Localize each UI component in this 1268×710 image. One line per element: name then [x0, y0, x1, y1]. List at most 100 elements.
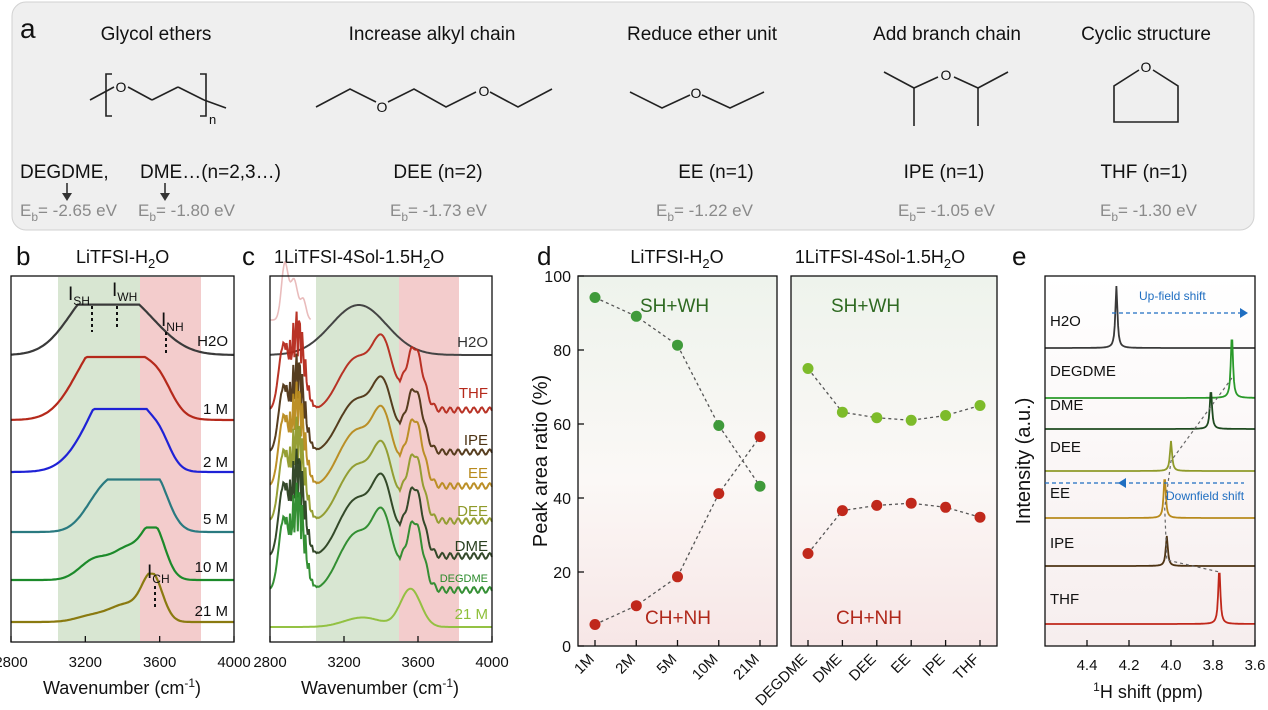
- name-dme: DME…(n=2,3…): [140, 162, 281, 183]
- label-thf: THF: [459, 385, 488, 402]
- tick-label: 4.4: [1077, 657, 1098, 674]
- thf-oxygen: O: [1141, 59, 1152, 75]
- trace-ipe: [1045, 535, 1255, 567]
- label-dme: DME: [455, 538, 488, 555]
- trace-2m: [11, 407, 234, 474]
- panel-d-title-right: 1LiTFSI-4Sol-1.5H2O: [795, 247, 965, 271]
- panel-d-right-frame: [790, 275, 998, 647]
- label-thf: THF: [1050, 591, 1079, 608]
- glycol-ether-structure: [89, 73, 227, 117]
- data-point: [589, 619, 601, 630]
- panel-b-xlabel: Wavenumber (cm-1): [43, 676, 201, 698]
- panel-b: b LiTFSI-H2O H2O 1 M 2 M 5 M 10 M 21 M 2800 32…: [0, 241, 251, 698]
- data-point: [871, 412, 883, 424]
- downfield-shift-arrowhead: [1118, 478, 1126, 488]
- panel-e-x-ticks: 4.4 4.2 4.0 3.8 3.6: [1077, 640, 1266, 674]
- label-ipe: IPE: [464, 432, 488, 449]
- panel-c-xlabel: Wavenumber (cm-1): [301, 676, 459, 698]
- panel-a: a Glycol ethers Increase alkyl chain Red…: [11, 1, 1255, 231]
- ipe-oxygen: O: [941, 67, 952, 83]
- tick-label: 3.6: [1245, 657, 1266, 674]
- header-glycol-ethers: Glycol ethers: [101, 24, 212, 45]
- data-point: [974, 400, 986, 411]
- tick-label: 3600: [401, 654, 434, 671]
- x-tick-label: DME: [810, 651, 846, 687]
- y-tick-label: 20: [553, 565, 571, 582]
- panel-c-x-ticks: 2800 3200 3600 4000: [253, 636, 509, 671]
- label-2m: 2 M: [203, 454, 228, 471]
- name-dee: DEE (n=2): [393, 162, 482, 183]
- panel-e-frame: [1044, 275, 1256, 647]
- data-point: [754, 480, 766, 492]
- trace-ee: [269, 381, 493, 491]
- trace-h2o: [10, 303, 234, 356]
- trace-dee: [269, 416, 493, 526]
- tick-label: 3200: [327, 654, 360, 671]
- x-tick-label: 1M: [571, 651, 598, 678]
- label-degdme: DEGDME: [1050, 363, 1116, 380]
- panel-b-letter: b: [16, 241, 30, 271]
- label-ch-nh-left: CH+NH: [645, 608, 711, 629]
- trace-dme: [269, 448, 493, 561]
- glycol-oxygen-label: O: [116, 79, 127, 95]
- trace-ch-overlay: [270, 260, 312, 321]
- trace-ipe: [269, 353, 493, 456]
- up-field-shift-label: Up-field shift: [1139, 289, 1206, 303]
- tick-label: 3.8: [1203, 657, 1224, 674]
- name-thf: THF (n=1): [1100, 162, 1187, 183]
- ee-oxygen: O: [691, 85, 702, 101]
- header-add-branch-chain: Add branch chain: [873, 24, 1021, 45]
- trace-dme: [1045, 392, 1255, 430]
- name-ipe: IPE (n=1): [904, 162, 985, 183]
- panel-d-left-frame: [577, 275, 778, 647]
- name-ee: EE (n=1): [678, 162, 754, 183]
- label-5m: 5 M: [203, 511, 228, 528]
- trace-10m: [11, 526, 234, 582]
- panel-a-background: [11, 1, 1255, 231]
- trace-5m: [11, 478, 234, 534]
- panel-d-right-background: [791, 276, 997, 646]
- trace-21m: [270, 587, 492, 628]
- label-ee: EE: [468, 465, 488, 482]
- tick-label: 4000: [217, 654, 250, 671]
- x-tick-label: DEE: [846, 651, 880, 685]
- data-point: [802, 548, 814, 559]
- trace-21m: [11, 572, 234, 624]
- trace-h2o: [270, 304, 492, 356]
- y-tick-label: 80: [553, 343, 571, 360]
- data-point: [940, 501, 952, 513]
- label-ch-nh-right: CH+NH: [836, 608, 902, 629]
- degdme-arrow-head: [62, 193, 72, 201]
- panel-c-title: 1LiTFSI-4Sol-1.5H2O: [274, 247, 444, 271]
- tick-label: 4.2: [1119, 657, 1140, 674]
- label-degdme: DEGDME: [440, 573, 488, 585]
- name-degdme: DEGDME,: [20, 162, 109, 183]
- panel-b-traces: H2O 1 M 2 M 5 M 10 M 21 M: [10, 303, 234, 624]
- x-tick-label: 10M: [689, 651, 722, 684]
- trace-degdme: [1045, 339, 1255, 399]
- trace-thf: [1045, 572, 1255, 625]
- thf-structure: [1113, 69, 1179, 123]
- tick-label: 4.0: [1161, 657, 1182, 674]
- trace-1m: [10, 355, 234, 422]
- y-tick-label: 100: [544, 269, 571, 286]
- shift-guide: [1164, 377, 1233, 573]
- trace-thf: [269, 311, 493, 414]
- data-point: [754, 431, 766, 443]
- series-line: [594, 436, 761, 626]
- data-point: [836, 505, 848, 517]
- label-sh-wh-right: SH+WH: [831, 296, 900, 317]
- label-ipe: IPE: [1050, 535, 1074, 552]
- tick-label: 3600: [143, 654, 176, 671]
- dme-arrow-head: [160, 193, 170, 201]
- series-line: [594, 296, 761, 487]
- tick-label: 2800: [0, 654, 28, 671]
- panel-c: c 1LiTFSI-4Sol-1.5H2O H2O THF IPE EE DEE DME D…: [242, 241, 509, 698]
- eb-degdme: Eb= -2.65 eV: [20, 201, 118, 224]
- label-21m: 21 M: [195, 603, 228, 620]
- header-increase-alkyl-chain: Increase alkyl chain: [349, 24, 516, 45]
- eb-ee: Eb= -1.22 eV: [656, 201, 754, 224]
- panel-e-letter: e: [1012, 241, 1026, 271]
- panel-a-letter: a: [20, 13, 36, 44]
- data-point: [905, 497, 917, 509]
